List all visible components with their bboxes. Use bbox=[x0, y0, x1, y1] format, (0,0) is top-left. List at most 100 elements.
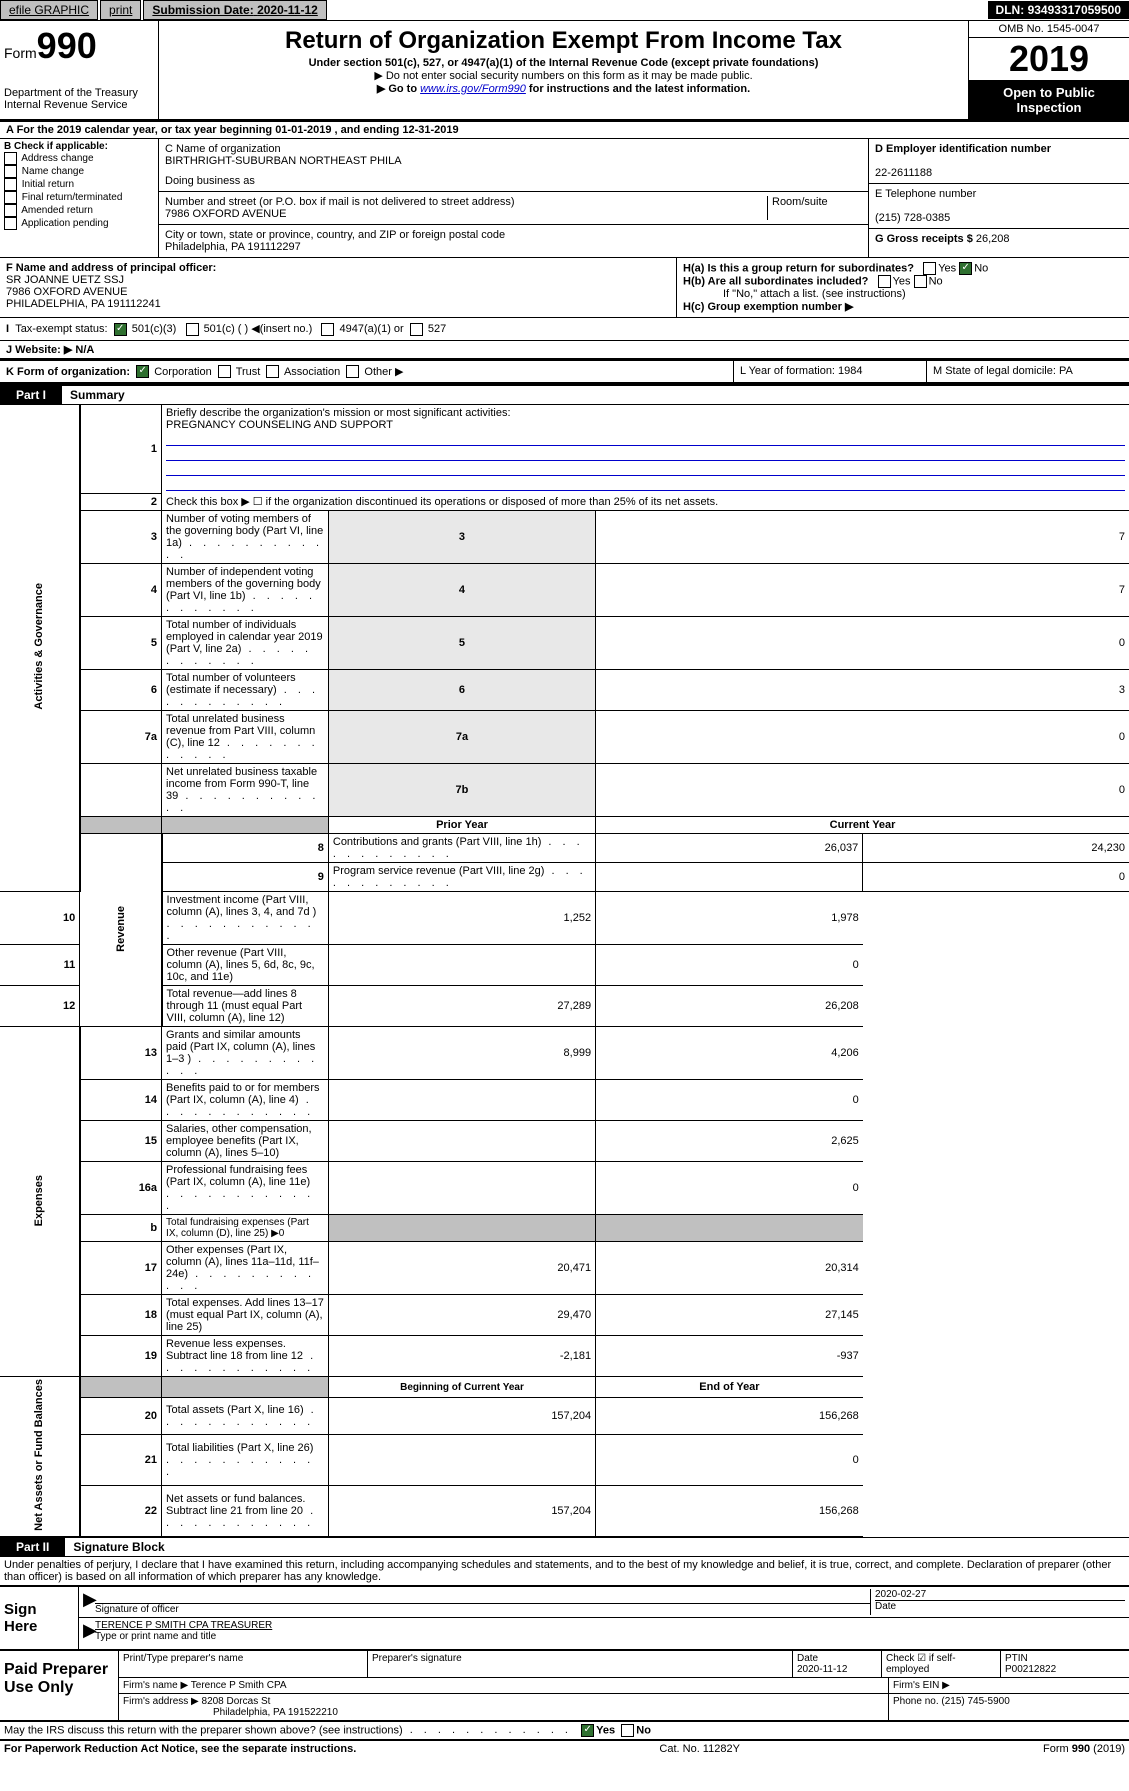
prep-date-val: 2020-11-12 bbox=[797, 1664, 847, 1675]
h-c-label: H(c) Group exemption number ▶ bbox=[683, 301, 853, 313]
opt-corp: Corporation bbox=[154, 366, 211, 378]
chk-address[interactable] bbox=[4, 152, 17, 165]
dba-label: Doing business as bbox=[165, 175, 255, 187]
k-label: K Form of organization: bbox=[6, 366, 130, 378]
chk-final[interactable] bbox=[4, 191, 17, 204]
chk-app[interactable] bbox=[4, 217, 17, 230]
omb-number: OMB No. 1545-0047 bbox=[969, 21, 1129, 38]
chk-trust[interactable] bbox=[218, 365, 231, 378]
chk-4947[interactable] bbox=[321, 323, 334, 336]
chk-other[interactable] bbox=[346, 365, 359, 378]
line-a-text: A For the 2019 calendar year, or tax yea… bbox=[6, 124, 459, 136]
sign-here-label: Sign Here bbox=[0, 1587, 79, 1649]
discuss-text: May the IRS discuss this return with the… bbox=[4, 1724, 572, 1736]
chk-corp[interactable]: ✓ bbox=[136, 365, 149, 378]
chk-discuss-no[interactable] bbox=[621, 1724, 634, 1737]
org-name-label: C Name of organization bbox=[165, 143, 281, 155]
box-l: L Year of formation: 1984 bbox=[733, 361, 926, 383]
opt-501c3: 501(c)(3) bbox=[132, 323, 177, 335]
sign-date-label: Date bbox=[875, 1600, 1125, 1612]
chk-527[interactable] bbox=[410, 323, 423, 336]
org-name: BIRTHRIGHT-SUBURBAN NORTHEAST PHILA bbox=[165, 155, 402, 167]
chk-name[interactable] bbox=[4, 165, 17, 178]
chk-initial[interactable] bbox=[4, 178, 17, 191]
chk-ha-no[interactable]: ✓ bbox=[959, 262, 972, 275]
hdr-begin-year: Beginning of Current Year bbox=[328, 1377, 595, 1398]
phone-label: E Telephone number bbox=[875, 188, 976, 200]
officer-addr2: PHILADELPHIA, PA 191112241 bbox=[6, 298, 161, 310]
submission-date: 2020-11-12 bbox=[257, 3, 318, 17]
chk-ha-yes[interactable] bbox=[923, 262, 936, 275]
chk-hb-no[interactable] bbox=[914, 275, 927, 288]
chk-hb-yes[interactable] bbox=[878, 275, 891, 288]
q1-value: PREGNANCY COUNSELING AND SUPPORT bbox=[166, 419, 393, 431]
box-h: H(a) Is this a group return for subordin… bbox=[676, 258, 1129, 317]
goto-prefix: ▶ Go to bbox=[377, 83, 420, 95]
dept-treasury: Department of the Treasury bbox=[4, 87, 154, 99]
side-net: Net Assets or Fund Balances bbox=[0, 1377, 80, 1537]
firm-addr: Firm's address ▶ 8208 Dorcas St bbox=[123, 1696, 270, 1707]
hdr-prior-year: Prior Year bbox=[328, 817, 595, 834]
footer-mid: Cat. No. 11282Y bbox=[659, 1743, 740, 1755]
under-section: Under section 501(c), 527, or 4947(a)(1)… bbox=[163, 57, 964, 69]
part-2-bar: Part II Signature Block bbox=[0, 1537, 1129, 1557]
h-b-label: H(b) Are all subordinates included? bbox=[683, 275, 868, 287]
section-i: I Tax-exempt status: ✓ 501(c)(3) 501(c) … bbox=[0, 318, 1129, 341]
opt-initial: Initial return bbox=[22, 179, 74, 190]
chk-amended[interactable] bbox=[4, 204, 17, 217]
irs-link[interactable]: www.irs.gov/Form990 bbox=[420, 83, 526, 95]
city-label: City or town, state or province, country… bbox=[165, 229, 505, 241]
footer: For Paperwork Reduction Act Notice, see … bbox=[0, 1741, 1129, 1757]
box-m: M State of legal domicile: PA bbox=[926, 361, 1129, 383]
ptin-val: P00212822 bbox=[1005, 1664, 1056, 1675]
header: Form990 Department of the Treasury Inter… bbox=[0, 21, 1129, 122]
opt-app: Application pending bbox=[21, 218, 108, 229]
declaration: Under penalties of perjury, I declare th… bbox=[0, 1557, 1129, 1586]
tax-year: 2019 bbox=[969, 38, 1129, 81]
officer-name: SR JOANNE UETZ SSJ bbox=[6, 274, 124, 286]
row-7a: 7aTotal unrelated business revenue from … bbox=[0, 711, 1129, 764]
row-7b: Net unrelated business taxable income fr… bbox=[0, 764, 1129, 817]
side-expenses: Expenses bbox=[0, 1027, 80, 1377]
ein-value: 22-2611188 bbox=[875, 167, 932, 179]
discuss-row: May the IRS discuss this return with the… bbox=[0, 1722, 1129, 1741]
part-1-bar: Part I Summary bbox=[0, 385, 1129, 405]
print-name-label: Type or print name and title bbox=[95, 1631, 1125, 1642]
street-address: 7986 OXFORD AVENUE bbox=[165, 208, 286, 220]
footer-right: Form 990 (2019) bbox=[1043, 1743, 1125, 1755]
self-employed: Check ☑ if self-employed bbox=[882, 1651, 1001, 1677]
dln-value: 93493317059500 bbox=[1028, 3, 1121, 17]
part-1-title: Summary bbox=[62, 388, 125, 402]
officer-addr1: 7986 OXFORD AVENUE bbox=[6, 286, 127, 298]
header-left: Form990 Department of the Treasury Inter… bbox=[0, 21, 159, 119]
gross-value: 26,208 bbox=[976, 233, 1010, 245]
box-defg: D Employer identification number 22-2611… bbox=[868, 139, 1129, 257]
chk-501c[interactable] bbox=[186, 323, 199, 336]
chk-assoc[interactable] bbox=[266, 365, 279, 378]
box-b-label: B Check if applicable: bbox=[4, 141, 108, 152]
chk-501c3[interactable]: ✓ bbox=[114, 323, 127, 336]
ptin-hdr: PTIN bbox=[1005, 1653, 1028, 1664]
website: J Website: ▶ N/A bbox=[6, 344, 94, 356]
line-a: A For the 2019 calendar year, or tax yea… bbox=[0, 122, 1129, 139]
opt-assoc: Association bbox=[284, 366, 340, 378]
header-right: OMB No. 1545-0047 2019 Open to Public In… bbox=[968, 21, 1129, 119]
part-2-title: Signature Block bbox=[65, 1540, 164, 1554]
footer-left: For Paperwork Reduction Act Notice, see … bbox=[4, 1743, 356, 1755]
open-public: Open to Public Inspection bbox=[969, 81, 1129, 119]
part-1-tab: Part I bbox=[0, 386, 62, 404]
prep-date-hdr: Date bbox=[797, 1653, 818, 1664]
prep-name-hdr: Print/Type preparer's name bbox=[119, 1651, 368, 1677]
gross-label: G Gross receipts $ bbox=[875, 233, 973, 245]
dln-block: DLN: 93493317059500 bbox=[988, 1, 1129, 19]
section-fh: F Name and address of principal officer:… bbox=[0, 258, 1129, 318]
paid-preparer-label: Paid Preparer Use Only bbox=[0, 1651, 119, 1720]
dln-label: DLN: bbox=[996, 3, 1025, 17]
efile-link[interactable]: efile GRAPHIC bbox=[0, 0, 98, 20]
opt-501c: 501(c) ( ) ◀(insert no.) bbox=[204, 323, 313, 335]
row-6: 6Total number of volunteers (estimate if… bbox=[0, 670, 1129, 711]
chk-discuss-yes[interactable]: ✓ bbox=[581, 1724, 594, 1737]
print-link[interactable]: print bbox=[100, 0, 141, 20]
section-klm: K Form of organization: ✓ Corporation Tr… bbox=[0, 361, 1129, 386]
firm-phone: Phone no. (215) 745-5900 bbox=[889, 1694, 1129, 1720]
